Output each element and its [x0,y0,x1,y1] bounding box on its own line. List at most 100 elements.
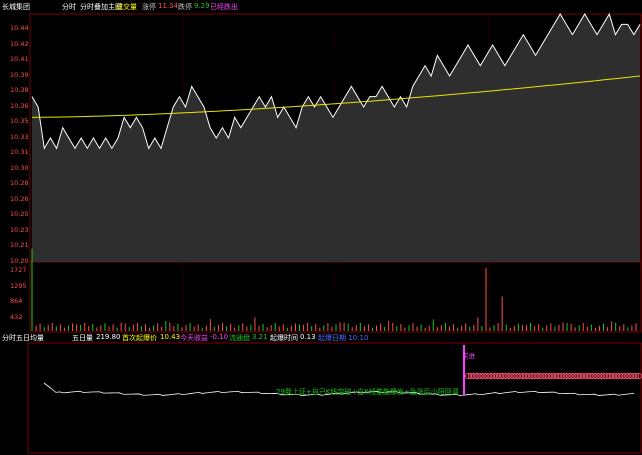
signal-dot [633,373,640,379]
price-line [31,12,641,150]
signal-dot [554,373,561,379]
signal-dot [595,373,602,379]
signal-dot [508,373,515,379]
signal-dot [575,373,582,379]
signal-dot [476,373,483,379]
signal-dot [485,373,492,379]
price-tick: 10.41 [10,55,29,63]
signal-dot [496,373,503,379]
signal-dot [482,373,489,379]
price-tick: 10.25 [10,210,29,218]
signal-dot [598,373,605,379]
limit-up-value: 11.34 [158,2,179,10]
sub-panel-header: 分时五日均量 五日量 219.80 首次起爆价 10.43 今天收益 -0.10… [0,331,642,343]
signal-dot [517,373,524,379]
sub-panel-name[interactable]: 分时五日均量 [2,334,44,342]
price-tick: 10.28 [10,179,29,187]
stock-name[interactable]: 长城集团 [2,3,30,11]
price-tick: 10.26 [10,194,29,203]
lift-date: 起爆日期 10:10 [318,334,369,342]
signal-dot [610,373,616,379]
volume-tick: 1727 [10,266,27,274]
signal-dot [537,373,544,379]
price-tick: 10.21 [10,241,29,249]
signal-dot [549,373,556,379]
price-tick: 10.35 [10,117,29,125]
signal-dot [607,373,614,379]
gain-value: -0.10 [210,333,229,341]
signal-dot [566,373,573,379]
signal-dot [563,373,570,379]
signal-dot [525,373,532,379]
price-tick: 10.33 [10,132,29,141]
signal-dot [465,373,471,379]
price-tick: 10.44 [10,24,29,32]
signal-dot [618,373,625,379]
limit-down-label: 跌停 [178,3,192,11]
price-tick: 10.39 [10,70,29,79]
first-lift-label: 首次起爆价 [122,334,157,342]
price-tick: 10.38 [10,86,29,94]
chart-header: 长城集团 分时 分时叠加主图 成交量 涨停 11.34 跌停 9.29 已经跌出 [0,0,642,12]
gain-label: 今天收益 [180,334,208,342]
volume-label: 成交量 [116,3,137,11]
first-lift-value: 10.43 [160,333,181,341]
limit-down-value: 9.29 [194,2,210,10]
price-tick: 10.23 [10,225,29,234]
signal-dot [491,373,498,379]
price-tick: 10.31 [10,148,29,156]
signal-dot [630,373,637,379]
signal-dot [511,373,518,379]
signal-dot [557,373,564,379]
signal-dot [581,373,587,379]
signal-dot [514,373,521,379]
signal-dot [543,373,550,379]
signal-dot [621,373,628,379]
five-day-label: 五日量 [72,334,93,342]
signal-dot [540,373,547,379]
volume-tick: 432 [10,312,23,321]
indicator-label[interactable]: 分时叠加主图 [80,3,122,11]
signal-dot [615,373,622,379]
signal-dot [560,373,567,379]
signal-dot [505,373,512,379]
signal-dot [627,373,634,379]
buy-tag: 买进 [462,352,475,360]
limit-up-label: 涨停 [142,3,156,11]
signal-dot [523,373,529,379]
signal-dot [473,373,480,379]
price-tick: 10.42 [10,39,29,48]
five-day-value: 219.80 [96,333,121,341]
signal-dot [604,373,611,379]
mode-label[interactable]: 分时 [62,3,76,11]
strategy-note: 29我上证+自己K线突破+白K线量能爆发+急涨后小阳回调 [276,388,459,396]
signal-dot [586,373,593,379]
sub-panel-line [43,382,635,396]
price-tick: 10.36 [10,101,29,110]
signal-dot [578,373,585,379]
signal-dot [502,373,509,379]
signal-dot [572,373,579,379]
price-tick: 10.20 [10,256,29,265]
sub-panel-frame [27,342,642,454]
lift-time-label: 起爆时间 [270,334,298,342]
signal-dot [592,373,599,379]
signal-dot [534,373,541,379]
signal-dot [601,373,608,379]
signal-dot [583,373,590,379]
turnover-label: 流通盘 [229,334,250,342]
volume-tick: 864 [10,297,23,305]
signal-dot [569,373,576,379]
signal-dot [499,373,506,379]
volume-tick: 1295 [10,281,27,290]
signal-dot [520,373,527,379]
lift-time-value: 0.13 [300,333,316,341]
signal-dot [467,373,474,379]
price-area [32,14,640,262]
signal-dot [479,373,486,379]
signal-dot [612,373,619,379]
signal-dot [624,373,631,379]
signal-dot [494,373,500,379]
average-price-line [31,75,641,118]
